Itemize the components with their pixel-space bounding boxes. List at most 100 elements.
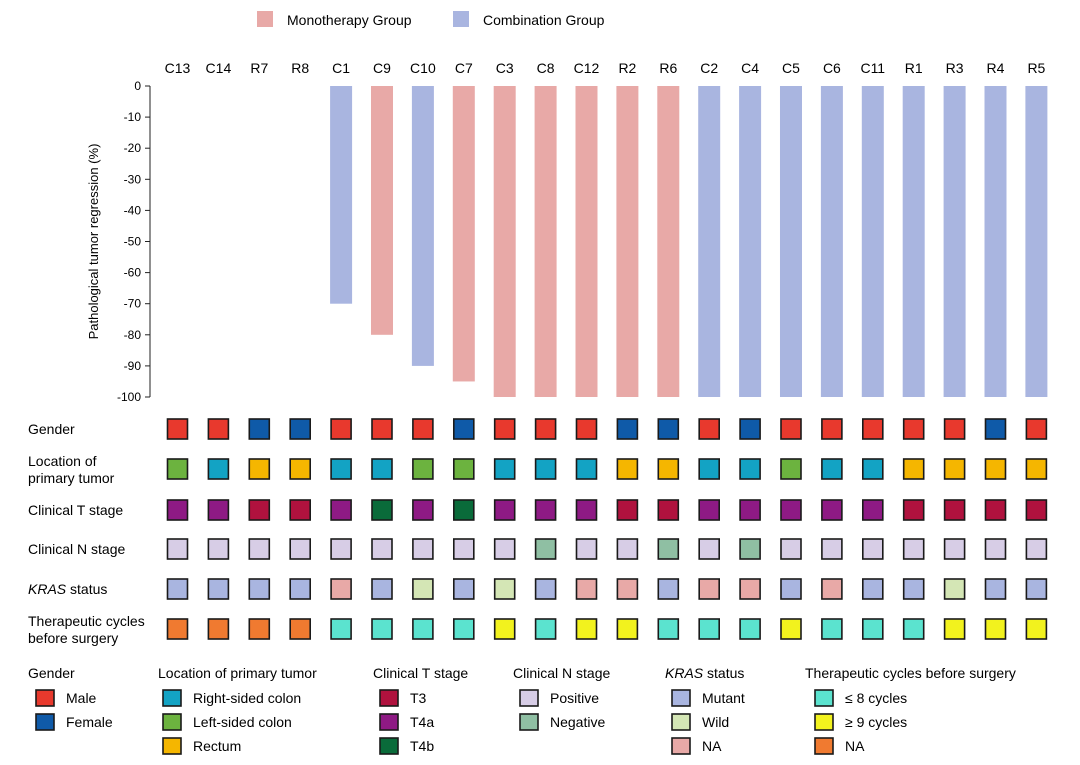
category-label-c10: C10 bbox=[410, 60, 436, 76]
track-cell bbox=[616, 499, 639, 521]
category-label-r7: R7 bbox=[250, 60, 268, 76]
track-cell bbox=[166, 578, 189, 600]
track-cell bbox=[698, 578, 720, 600]
category-label-c5: C5 bbox=[782, 60, 800, 76]
legend-swatch bbox=[162, 737, 182, 755]
track-cell bbox=[861, 499, 884, 521]
track-cell bbox=[493, 458, 516, 480]
legend-title-kras: KRAS status bbox=[665, 665, 744, 681]
track-cell bbox=[166, 618, 189, 640]
legend-item-label: Right-sided colon bbox=[193, 690, 301, 706]
track-cell bbox=[657, 578, 680, 600]
track-cell bbox=[780, 578, 802, 600]
track-cell bbox=[739, 418, 761, 440]
category-label-c4: C4 bbox=[741, 60, 759, 76]
track-cell bbox=[412, 418, 434, 440]
track-cell bbox=[289, 578, 311, 600]
track-cell bbox=[412, 618, 434, 640]
legend-swatch bbox=[162, 713, 182, 731]
category-label-r5: R5 bbox=[1027, 60, 1045, 76]
legend-item-label: Wild bbox=[702, 714, 729, 730]
track-cell bbox=[534, 618, 557, 640]
track-cell bbox=[289, 418, 311, 440]
track-cell bbox=[821, 578, 843, 600]
track-cell bbox=[330, 499, 352, 521]
track-cell bbox=[289, 458, 311, 480]
legend-title: Therapeutic cycles before surgery bbox=[805, 665, 1016, 681]
track-cell bbox=[575, 538, 598, 560]
track-label: primary tumor bbox=[28, 470, 115, 486]
track-cell bbox=[657, 458, 680, 480]
track-cell bbox=[902, 418, 925, 440]
track-cell bbox=[452, 499, 475, 521]
track-cell bbox=[902, 458, 925, 480]
track-cell bbox=[861, 458, 884, 480]
track-cell bbox=[371, 538, 393, 560]
category-label-c14: C14 bbox=[206, 60, 232, 76]
bar-c6 bbox=[820, 86, 843, 397]
track-cell bbox=[371, 458, 393, 480]
track-cell bbox=[821, 618, 843, 640]
track-cell bbox=[780, 499, 802, 521]
track-cell bbox=[902, 578, 925, 600]
track-cell bbox=[452, 618, 475, 640]
track-cell bbox=[943, 538, 966, 560]
category-label-c12: C12 bbox=[574, 60, 600, 76]
legend-swatch bbox=[162, 689, 182, 707]
track-cell bbox=[657, 418, 680, 440]
track-label-kras: KRAS status bbox=[28, 581, 107, 597]
track-cell bbox=[575, 618, 598, 640]
y-tick-label: -50 bbox=[124, 235, 142, 249]
track-cell bbox=[943, 618, 966, 640]
track-cell bbox=[289, 538, 311, 560]
track-cell bbox=[289, 618, 311, 640]
track-cell bbox=[616, 618, 639, 640]
legend-swatch bbox=[379, 713, 399, 731]
legend-swatch bbox=[814, 713, 834, 731]
track-cell bbox=[207, 499, 230, 521]
legend-swatch bbox=[671, 689, 691, 707]
track-cell bbox=[780, 418, 802, 440]
track-cell bbox=[207, 618, 230, 640]
track-cell bbox=[330, 418, 352, 440]
y-tick-label: -90 bbox=[124, 359, 142, 373]
track-cell bbox=[943, 578, 966, 600]
track-cell bbox=[739, 618, 761, 640]
category-label-c1: C1 bbox=[332, 60, 350, 76]
track-cell bbox=[657, 538, 680, 560]
track-cell bbox=[616, 578, 639, 600]
track-cell bbox=[248, 578, 271, 600]
track-cell bbox=[616, 538, 639, 560]
bar-r3 bbox=[943, 86, 966, 397]
track-cell bbox=[534, 578, 557, 600]
track-cell bbox=[902, 618, 925, 640]
legend-item-label: Mutant bbox=[702, 690, 745, 706]
track-cell bbox=[248, 418, 271, 440]
track-cell bbox=[575, 418, 598, 440]
track-cell bbox=[943, 499, 966, 521]
legend-item-label: Male bbox=[66, 690, 97, 706]
track-cell bbox=[493, 538, 516, 560]
track-cell bbox=[1025, 578, 1048, 600]
track-cell bbox=[330, 458, 352, 480]
track-cell bbox=[616, 458, 639, 480]
track-cell bbox=[534, 418, 557, 440]
track-cell bbox=[739, 538, 761, 560]
category-label-c9: C9 bbox=[373, 60, 391, 76]
track-cell bbox=[248, 499, 271, 521]
category-label-c13: C13 bbox=[165, 60, 191, 76]
legend-item-label: T3 bbox=[410, 690, 427, 706]
bar-c9 bbox=[370, 86, 393, 335]
track-cell bbox=[780, 618, 802, 640]
bar-r6 bbox=[657, 86, 680, 397]
track-cell bbox=[657, 499, 680, 521]
legend-item-label: Negative bbox=[550, 714, 605, 730]
track-cell bbox=[821, 418, 843, 440]
track-cell bbox=[371, 499, 393, 521]
track-cell bbox=[1025, 458, 1048, 480]
legend-title: Clinical T stage bbox=[373, 665, 468, 681]
track-cell bbox=[902, 538, 925, 560]
track-cell bbox=[330, 538, 352, 560]
track-cell bbox=[452, 578, 475, 600]
